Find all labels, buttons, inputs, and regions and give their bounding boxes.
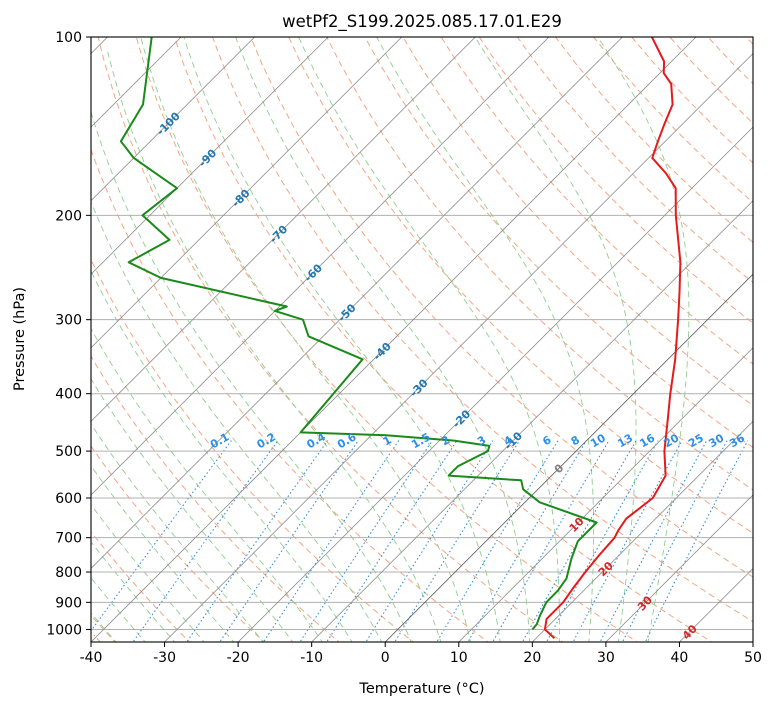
x-tick-label: 20 [523,650,541,666]
chart-title: wetPf2_S199.2025.085.17.01.E29 [282,12,562,32]
x-tick-label: -20 [227,650,250,666]
x-tick-label: -40 [80,650,103,666]
axes: -40 -30 -20 -10 0 10 20 30 40 50 100 200 300 400 500 60… [46,30,762,666]
isotherm-line [91,37,403,349]
y-tick-label: 700 [55,531,82,547]
mixing-ratio-line [545,440,659,642]
isotherm-line [237,126,753,642]
moist-adiabat [91,378,294,642]
y-tick-label: 800 [55,565,82,581]
mixing-ratio-line [185,440,329,642]
isotherm-line [91,37,329,275]
moist-adiabat [91,423,264,642]
isotherm-line [91,37,255,202]
isotherm-line [311,200,753,642]
plot-frame [90,36,754,643]
dewpoint-profile [119,37,598,631]
x-tick-label: 0 [381,650,390,666]
y-tick-label: 600 [55,491,82,507]
mixing-ratio-line [521,440,637,642]
x-tick-label: -10 [300,650,323,666]
y-tick-label: 300 [55,313,82,329]
mixing-ratio-line [436,440,559,642]
temperature-profile [543,37,682,640]
moist-adiabat [91,327,323,642]
mixing-ratio-line [599,440,708,642]
y-axis-label: Pressure (hPa) [12,287,28,391]
dry-adiabat [326,37,753,491]
mixing-ratio-line [394,440,520,642]
isotherm-line [91,37,697,642]
mixing-ratio-line [572,440,683,642]
isotherm-line [164,52,753,642]
sounding-profiles [119,37,682,640]
y-tick-label: 1000 [46,622,82,638]
horizontal-grid [91,37,753,630]
y-tick-label: 400 [55,387,82,403]
mixing-ratio-line [621,440,728,642]
moist-adiabat [91,200,383,642]
y-tick-label: 100 [55,30,82,46]
dry-adiabat [364,37,753,449]
x-axis-label: Temperature (°C) [358,681,484,697]
dry-adiabat [91,148,489,642]
isotherm-line [532,420,753,642]
dry-adiabat [91,258,415,642]
x-tick-label: 50 [744,650,762,666]
mixing-ratio-line [132,440,279,642]
moist-adiabat [91,110,412,642]
isotherm-line [91,37,476,422]
isotherm-lines [91,37,753,642]
moist-adiabat [91,270,353,642]
y-tick-label: 500 [55,444,82,460]
mixing-ratio-line [299,440,433,642]
isotherm-line [384,273,753,642]
y-tick-label: 200 [55,208,82,224]
mixing-ratio-line [365,440,494,642]
isotherm-line [605,494,753,642]
mixing-ratio-line [262,440,400,642]
mixing-ratio-line [492,440,610,642]
mixing-ratio-line [326,440,458,642]
isotherm-line [91,37,550,496]
moist-adiabat [91,464,235,642]
dry-adiabat [250,37,753,578]
isotherm-line [458,347,753,642]
x-tick-label: -30 [153,650,176,666]
x-tick-label: 30 [597,650,615,666]
isotherm-line [91,37,623,570]
y-tick-label: 900 [55,595,82,611]
x-tick-label: 10 [450,650,468,666]
x-tick-label: 40 [671,650,689,666]
